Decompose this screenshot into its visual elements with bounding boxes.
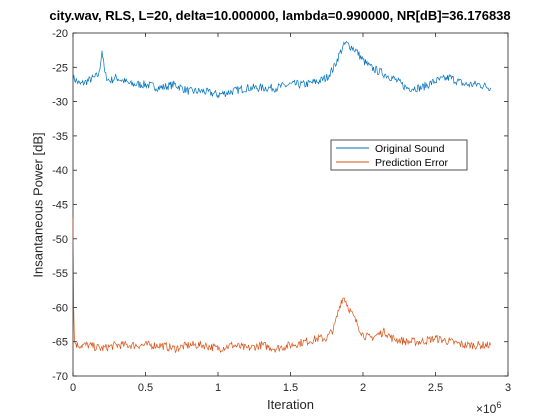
y-tick-label: -50 xyxy=(52,234,68,246)
x-tick-label: 2 xyxy=(360,382,366,394)
y-tick-label: -55 xyxy=(52,268,68,280)
x-axis-label: Iteration xyxy=(267,397,314,412)
x-tick-label: 3 xyxy=(505,382,511,394)
y-tick-label: -35 xyxy=(52,131,68,143)
y-axis-label: Insantaneous Power [dB] xyxy=(30,132,46,278)
y-tick-label: -40 xyxy=(52,165,68,177)
x-tick-label: 2.5 xyxy=(428,382,443,394)
legend-label-error: Prediction Error xyxy=(375,157,448,169)
x-tick-label: 0 xyxy=(70,382,76,394)
axes-box xyxy=(72,32,509,377)
x-tick-label: 1 xyxy=(215,382,221,394)
y-tick-label: -30 xyxy=(52,97,68,109)
x-tick-label: 0.5 xyxy=(138,382,153,394)
chart-title: city.wav, RLS, L=20, delta=10.000000, la… xyxy=(49,8,511,23)
series-line-original xyxy=(72,40,491,99)
x-tick-label: 1.5 xyxy=(283,382,298,394)
x-exponent-power: 6 xyxy=(496,400,502,410)
y-tick-label: -20 xyxy=(52,28,68,40)
x-exponent-base: ×10 xyxy=(476,402,497,416)
series-line-error xyxy=(72,218,491,354)
y-tick-label: -65 xyxy=(52,337,68,349)
legend xyxy=(330,139,468,171)
y-tick-label: -25 xyxy=(52,62,68,74)
y-tick-label: -45 xyxy=(52,200,68,212)
legend-label-original: Original Sound xyxy=(375,143,445,155)
y-tick-label: -60 xyxy=(52,302,68,314)
y-tick-label: -70 xyxy=(52,371,68,383)
x-axis-exponent: ×106 xyxy=(476,400,501,416)
